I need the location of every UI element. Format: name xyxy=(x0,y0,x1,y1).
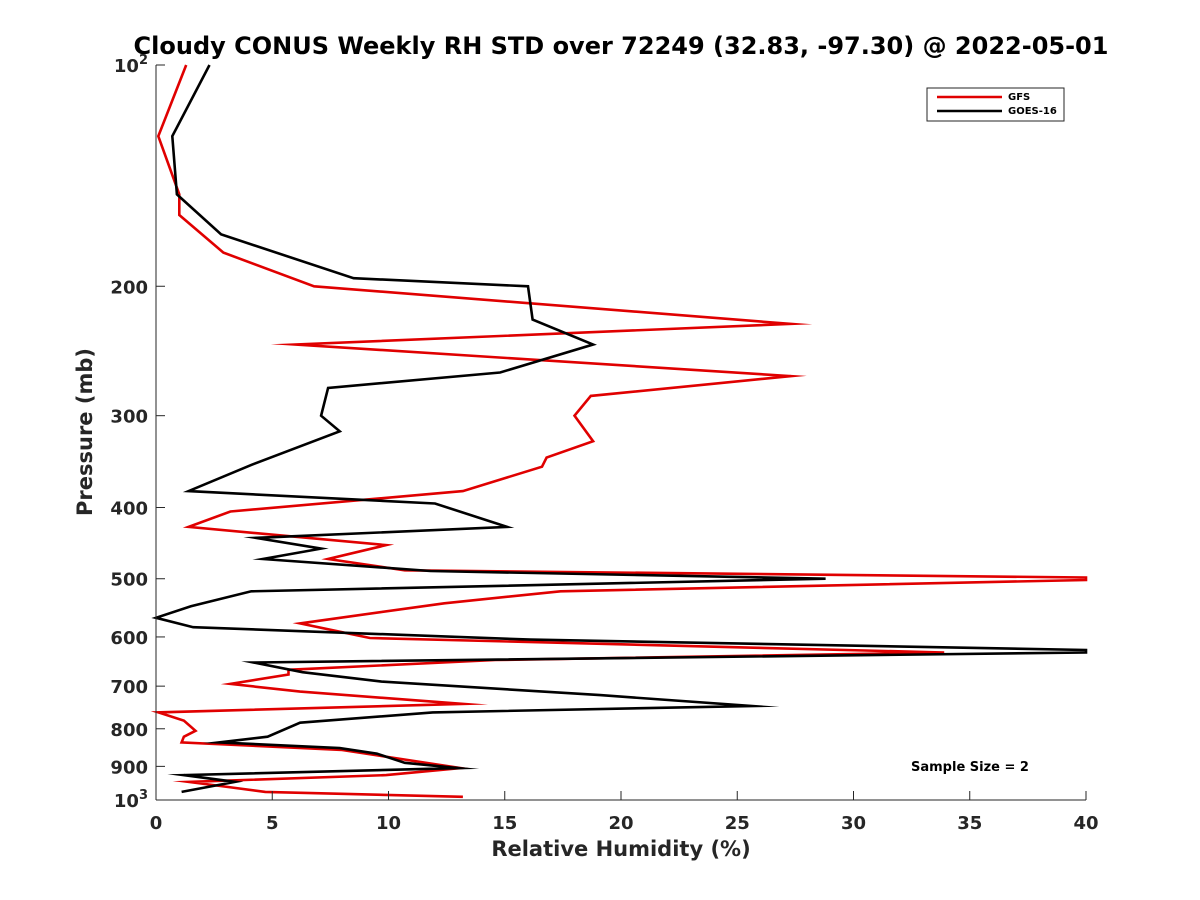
y-tick-label: 800 xyxy=(110,720,148,741)
y-tick-label: 102 xyxy=(114,53,148,77)
x-axis-label: Relative Humidity (%) xyxy=(491,837,750,861)
y-tick-label: 700 xyxy=(110,677,148,698)
x-tick-label: 5 xyxy=(266,813,279,834)
x-ticks: 0 5 10 15 20 25 30 35 40 xyxy=(150,791,1099,834)
y-axis-label: Pressure (mb) xyxy=(73,348,97,516)
x-tick-label: 35 xyxy=(957,813,982,834)
x-tick-label: 30 xyxy=(841,813,866,834)
x-tick-label: 15 xyxy=(492,813,517,834)
plot-background xyxy=(156,65,1086,800)
chart-title: Cloudy CONUS Weekly RH STD over 72249 (3… xyxy=(134,32,1109,60)
x-tick-label: 25 xyxy=(725,813,750,834)
y-tick-label: 500 xyxy=(110,570,148,591)
y-tick-label: 600 xyxy=(110,628,148,649)
y-tick-label: 200 xyxy=(110,277,148,298)
y-tick-label: 103 xyxy=(114,788,148,812)
series-layer xyxy=(150,64,1088,799)
y-tick-label: 900 xyxy=(110,757,148,778)
legend-label-goes16: GOES-16 xyxy=(1008,106,1057,117)
series-line-gfs xyxy=(150,64,1088,799)
sample-size-annotation: Sample Size = 2 xyxy=(911,760,1029,775)
series-line-goes16 xyxy=(151,64,1088,794)
y-ticks: 102 200 300 400 500 600 700 800 900 103 xyxy=(110,53,165,812)
x-tick-label: 20 xyxy=(608,813,633,834)
y-tick-label: 400 xyxy=(110,499,148,520)
y-tick-label: 300 xyxy=(110,407,148,428)
x-tick-label: 40 xyxy=(1073,813,1098,834)
legend-label-gfs: GFS xyxy=(1008,92,1030,103)
legend: GFS GOES-16 xyxy=(926,87,1065,122)
legend-box xyxy=(926,87,1065,122)
x-tick-label: 10 xyxy=(376,813,401,834)
x-tick-label: 0 xyxy=(150,813,163,834)
